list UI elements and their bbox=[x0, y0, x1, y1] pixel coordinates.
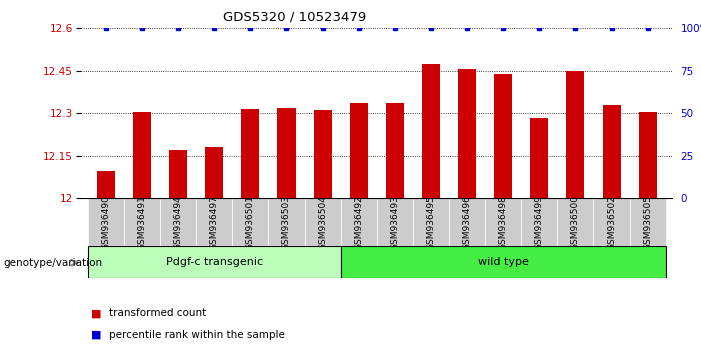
Text: GSM936491: GSM936491 bbox=[137, 195, 147, 250]
Text: transformed count: transformed count bbox=[109, 308, 206, 318]
Point bbox=[281, 25, 292, 31]
Text: GSM936494: GSM936494 bbox=[174, 195, 183, 250]
Point bbox=[389, 25, 400, 31]
Point bbox=[642, 25, 653, 31]
Text: GSM936504: GSM936504 bbox=[318, 195, 327, 250]
Bar bbox=[350, 103, 368, 198]
Point bbox=[461, 25, 472, 31]
Bar bbox=[422, 64, 440, 198]
Text: GSM936502: GSM936502 bbox=[607, 195, 616, 250]
Text: GSM936499: GSM936499 bbox=[535, 195, 544, 250]
Text: GSM936497: GSM936497 bbox=[210, 195, 219, 250]
Text: GSM936495: GSM936495 bbox=[426, 195, 435, 250]
Bar bbox=[603, 105, 620, 198]
Bar bbox=[449, 198, 485, 246]
Bar bbox=[241, 109, 259, 198]
Point bbox=[426, 25, 437, 31]
Text: GSM936496: GSM936496 bbox=[463, 195, 472, 250]
Text: GSM936500: GSM936500 bbox=[571, 195, 580, 250]
Text: Pdgf-c transgenic: Pdgf-c transgenic bbox=[165, 257, 263, 267]
Bar bbox=[341, 198, 377, 246]
Text: GSM936503: GSM936503 bbox=[282, 195, 291, 250]
Point bbox=[533, 25, 545, 31]
Bar bbox=[124, 198, 160, 246]
Bar bbox=[196, 198, 232, 246]
Bar bbox=[377, 198, 413, 246]
Bar bbox=[205, 147, 224, 198]
Bar bbox=[413, 198, 449, 246]
Point bbox=[570, 25, 581, 31]
Bar bbox=[594, 198, 629, 246]
Point bbox=[137, 25, 148, 31]
Text: GDS5320 / 10523479: GDS5320 / 10523479 bbox=[223, 11, 366, 24]
Text: GSM936492: GSM936492 bbox=[354, 195, 363, 250]
Bar bbox=[566, 71, 585, 198]
Bar bbox=[494, 74, 512, 198]
Text: GSM936505: GSM936505 bbox=[644, 195, 652, 250]
Bar bbox=[458, 69, 476, 198]
Bar bbox=[169, 150, 187, 198]
Bar bbox=[268, 198, 304, 246]
Bar bbox=[386, 103, 404, 198]
Bar bbox=[88, 246, 341, 278]
Bar bbox=[557, 198, 594, 246]
Point bbox=[172, 25, 184, 31]
Bar bbox=[133, 112, 151, 198]
Point bbox=[100, 25, 111, 31]
Point bbox=[606, 25, 617, 31]
Text: ■: ■ bbox=[91, 330, 102, 339]
Bar bbox=[232, 198, 268, 246]
Bar bbox=[278, 108, 296, 198]
Bar bbox=[639, 112, 657, 198]
Bar bbox=[522, 198, 557, 246]
Text: percentile rank within the sample: percentile rank within the sample bbox=[109, 330, 285, 339]
Bar bbox=[88, 198, 124, 246]
Text: wild type: wild type bbox=[478, 257, 529, 267]
Text: GSM936501: GSM936501 bbox=[246, 195, 255, 250]
Text: genotype/variation: genotype/variation bbox=[4, 258, 102, 268]
Text: ■: ■ bbox=[91, 308, 102, 318]
Bar bbox=[97, 171, 115, 198]
Point bbox=[245, 25, 256, 31]
Text: GSM936493: GSM936493 bbox=[390, 195, 400, 250]
Text: GSM936490: GSM936490 bbox=[102, 195, 110, 250]
Point bbox=[353, 25, 365, 31]
Point bbox=[498, 25, 509, 31]
Bar bbox=[341, 246, 666, 278]
Bar bbox=[304, 198, 341, 246]
Bar bbox=[530, 118, 548, 198]
Point bbox=[209, 25, 220, 31]
Text: GSM936498: GSM936498 bbox=[498, 195, 508, 250]
Bar bbox=[485, 198, 522, 246]
Bar bbox=[629, 198, 666, 246]
Bar bbox=[160, 198, 196, 246]
Point bbox=[317, 25, 328, 31]
Bar bbox=[313, 110, 332, 198]
